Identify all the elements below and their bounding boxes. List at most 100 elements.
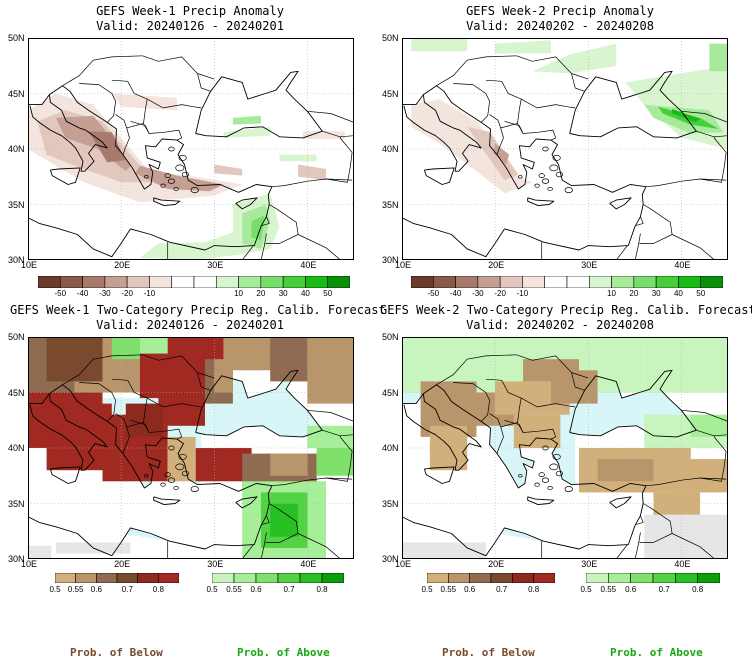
p2-shade-3 xyxy=(532,43,617,74)
colorbar-swatch xyxy=(59,276,83,288)
colorbar-swatch xyxy=(608,573,631,583)
colorbar-swatch xyxy=(104,276,128,288)
panel-3-valid-text: Valid: 20240126 - 20240201 xyxy=(96,318,284,332)
colorbar-tick-label: 0.7 xyxy=(658,585,670,594)
panel-1-map xyxy=(28,38,354,260)
lon-label: 30E xyxy=(207,260,224,270)
colorbar-tick-label: 0.8 xyxy=(692,585,704,594)
colorbar-swatch xyxy=(477,276,501,288)
panel-4-title: GEFS Week-2 Two-Category Precip Reg. Cal… xyxy=(380,303,752,333)
colorbar-tick-label: 30 xyxy=(278,289,288,298)
p3-cell-24 xyxy=(139,337,168,354)
panel-4-valid-text: Valid: 20240202 - 20240208 xyxy=(466,318,654,332)
lon-label: 30E xyxy=(581,260,598,270)
lat-label: 35N xyxy=(8,199,25,210)
p4-cell-11 xyxy=(672,459,728,493)
lat-label: 30N xyxy=(382,554,399,564)
p1-shade-7 xyxy=(111,93,177,111)
lon-label: 20E xyxy=(114,260,131,270)
colorbar-swatch xyxy=(469,573,492,583)
colorbar-swatch xyxy=(411,276,434,288)
prob-below-label-1: Prob. of Below xyxy=(70,646,163,659)
colorbar-swatch xyxy=(116,573,138,583)
panel-4-title-text: GEFS Week-2 Two-Category Precip Reg. Cal… xyxy=(380,303,752,317)
colorbar-swatch xyxy=(327,276,350,288)
colorbar-swatch xyxy=(544,276,568,288)
p3-cell-23 xyxy=(111,337,140,360)
colorbar-swatch xyxy=(566,276,590,288)
colorbar-tick-label: 0.5 xyxy=(580,585,592,594)
colorbar-swatch xyxy=(38,276,61,288)
colorbar-swatch xyxy=(630,573,654,583)
p2-shade-10 xyxy=(709,43,728,72)
colorbar-tick-label: 10 xyxy=(607,289,617,298)
colorbar-swatch xyxy=(55,573,76,583)
colorbar-tick-label: 40 xyxy=(300,289,310,298)
colorbar-tick-label: 0.6 xyxy=(625,585,637,594)
lat-label: 40N xyxy=(382,443,399,453)
colorbar-swatch xyxy=(455,276,479,288)
below-colorbar-week1 xyxy=(55,573,179,583)
colorbar-tick-label: 50 xyxy=(323,289,333,298)
colorbar-swatch xyxy=(448,573,470,583)
colorbar-swatch xyxy=(655,276,679,288)
colorbar-swatch xyxy=(212,573,235,583)
p1-shade-5 xyxy=(214,164,243,176)
lat-label: 50N xyxy=(382,33,399,43)
p4-cell-4 xyxy=(429,425,468,471)
colorbar-tick-label: 0.55 xyxy=(67,585,84,594)
colorbar-swatch xyxy=(652,573,676,583)
p1-shade-6 xyxy=(298,164,327,181)
lon-label: 10E xyxy=(395,260,412,270)
colorbar-swatch xyxy=(611,276,635,288)
colorbar-tick-label: -50 xyxy=(54,289,67,298)
colorbar-tick-label: 0.7 xyxy=(283,585,295,594)
colorbar-swatch xyxy=(490,573,513,583)
colorbar-tick-label: -40 xyxy=(449,289,462,298)
p1-shade-13 xyxy=(279,154,317,162)
colorbar-swatch xyxy=(697,573,720,583)
colorbar-tick-label: -40 xyxy=(76,289,89,298)
colorbar-tick-label: 0.6 xyxy=(250,585,262,594)
colorbar-swatch xyxy=(158,573,179,583)
lat-label: 40N xyxy=(8,443,25,453)
p2-shade-9 xyxy=(411,38,468,52)
lat-label: 45N xyxy=(382,387,399,398)
lon-label: 40E xyxy=(300,260,317,270)
colorbar-swatch xyxy=(427,573,449,583)
colorbar-tick-label: 0.5 xyxy=(206,585,218,594)
p3-cell-22 xyxy=(270,503,299,537)
p2-shade-2 xyxy=(493,143,510,165)
p3-cell-13 xyxy=(125,403,164,437)
lat-label: 30N xyxy=(382,255,399,265)
above-colorbar-week1 xyxy=(212,573,344,583)
panel-2-title: GEFS Week-2 Precip Anomaly Valid: 202402… xyxy=(380,4,740,34)
lat-label: 50N xyxy=(8,33,25,43)
p4-cell-2 xyxy=(644,337,728,393)
colorbar-swatch xyxy=(260,276,284,288)
colorbar-swatch xyxy=(675,573,698,583)
colorbar-tick-label: 20 xyxy=(629,289,639,298)
p3-cell-27 xyxy=(28,545,52,559)
p4-cell-14 xyxy=(690,414,728,437)
colorbar-tick-label: -10 xyxy=(143,289,156,298)
colorbar-tick-label: -30 xyxy=(472,289,484,298)
colorbar-swatch xyxy=(277,573,301,583)
p2-shade-8 xyxy=(495,40,551,54)
colorbar-swatch xyxy=(305,276,329,288)
lon-label: 40E xyxy=(674,559,691,569)
lon-label: 10E xyxy=(395,559,412,569)
p1-shade-14 xyxy=(302,131,345,139)
colorbar-tick-label: 0.5 xyxy=(49,585,61,594)
colorbar-tick-label: 0.7 xyxy=(121,585,133,594)
colorbar-tick-label: 0.8 xyxy=(316,585,328,594)
lat-label: 50N xyxy=(8,332,25,342)
lon-label: 40E xyxy=(674,260,691,270)
panel-3-map xyxy=(28,337,354,559)
lat-label: 35N xyxy=(382,498,399,509)
lon-label: 20E xyxy=(488,260,505,270)
lat-label: 40N xyxy=(382,144,399,154)
colorbar-swatch xyxy=(82,276,106,288)
colorbar-swatch xyxy=(700,276,723,288)
colorbar-swatch xyxy=(238,276,262,288)
